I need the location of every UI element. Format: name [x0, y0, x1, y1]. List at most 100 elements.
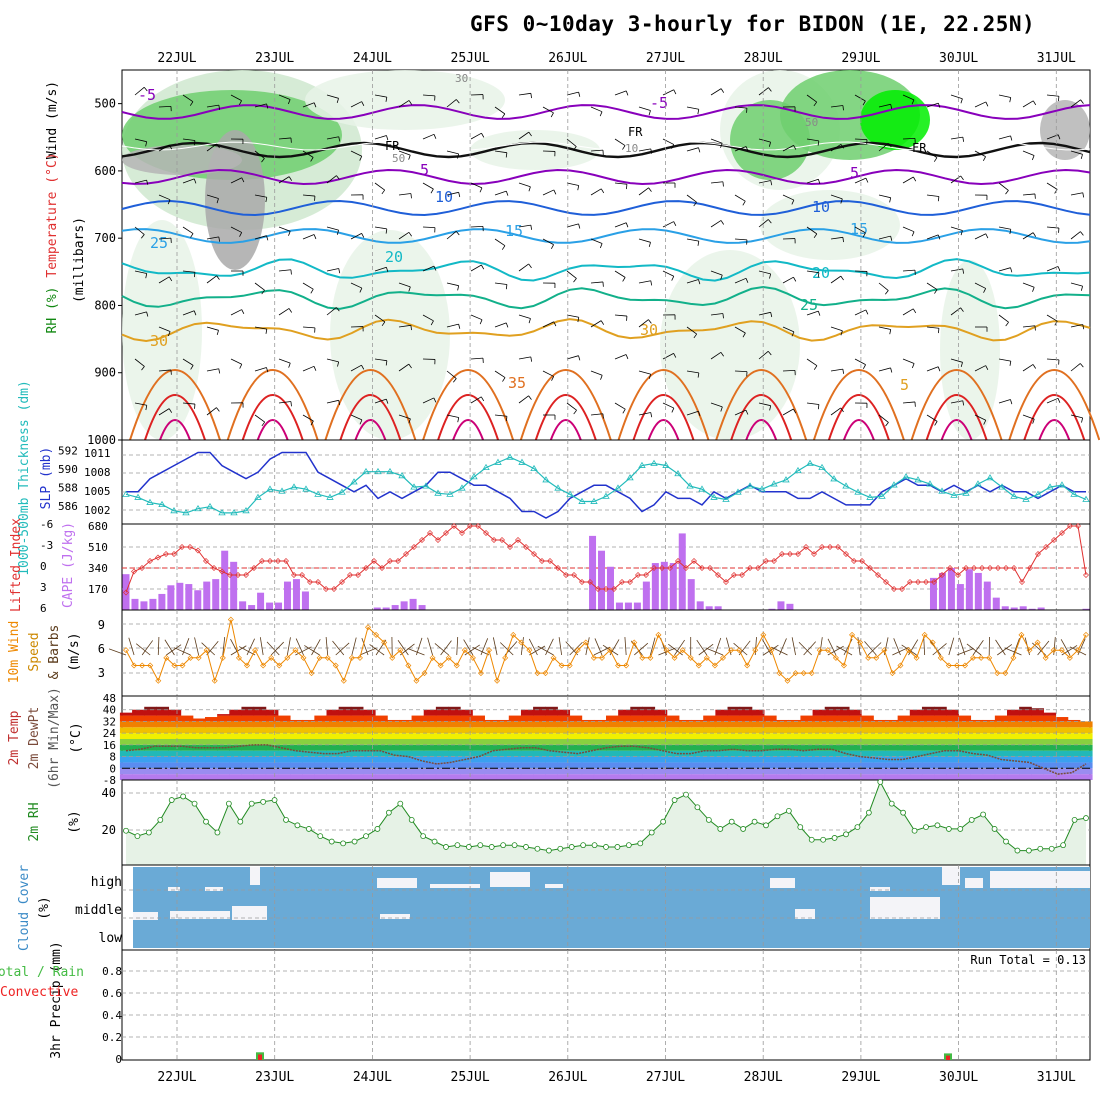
- temp-band: [642, 750, 656, 757]
- temp-band: [192, 733, 206, 739]
- temp-band: [1019, 733, 1032, 739]
- temp-band: [277, 733, 291, 739]
- wind-barb-flag: [261, 289, 265, 295]
- wind-barb: [470, 314, 483, 321]
- wind-barb: [710, 351, 722, 360]
- temp-band: [642, 739, 656, 745]
- temp-band: [265, 709, 279, 716]
- temp-band: [399, 727, 413, 734]
- temp-band: [520, 739, 534, 745]
- wind-speed-marker: [1050, 647, 1057, 654]
- wind-barb: [206, 104, 219, 108]
- temp-band: [1067, 721, 1081, 728]
- wind-barb: [266, 641, 280, 656]
- temp-band: [727, 739, 741, 745]
- temp-band: [229, 733, 242, 739]
- wind-barb-flag: [457, 417, 460, 423]
- temp-band: [326, 709, 340, 716]
- wind-barb: [398, 324, 411, 328]
- temp-band: [1019, 727, 1032, 734]
- thickness-marker: [1022, 495, 1030, 502]
- wind-barb: [830, 326, 843, 332]
- temp-band: [958, 744, 972, 751]
- temp-band: [654, 774, 668, 780]
- wind-barb: [128, 637, 135, 656]
- temp-band: [812, 744, 826, 751]
- wind-barb: [806, 138, 819, 142]
- temp-band: [606, 762, 619, 769]
- li-marker: [739, 572, 745, 578]
- temp-band: [326, 715, 340, 722]
- wind-speed-marker: [542, 670, 549, 677]
- wind-barb-flag: [530, 93, 532, 99]
- temp-band: [1055, 774, 1069, 780]
- isotherm-arch: [910, 369, 1003, 441]
- wind-speed-marker: [647, 654, 654, 661]
- temp-band: [180, 721, 194, 728]
- cape-bar: [373, 607, 381, 610]
- temp-band: [824, 721, 838, 728]
- wind-barb: [470, 264, 482, 272]
- temp-tick: 32: [103, 715, 116, 728]
- wind-speed-marker: [816, 647, 823, 654]
- temp-band: [776, 719, 789, 722]
- temp-band: [1043, 727, 1057, 734]
- wind-barb-flag: [862, 232, 866, 238]
- wind-speed-marker: [276, 662, 283, 669]
- wind-speed-marker: [510, 631, 517, 638]
- cape-tick: 510: [88, 541, 108, 554]
- wind-barb: [854, 309, 867, 316]
- thickness-marker: [722, 495, 730, 502]
- li-marker: [139, 565, 145, 571]
- temp-band: [581, 756, 595, 763]
- temp-band: [119, 762, 133, 769]
- rh-marker: [134, 833, 141, 840]
- rh-marker: [340, 840, 347, 847]
- temp-band: [460, 756, 473, 763]
- temp-band: [897, 762, 911, 769]
- rh-marker: [671, 797, 678, 803]
- li-marker: [987, 565, 993, 571]
- wind-barb: [182, 178, 195, 184]
- temp-band: [909, 739, 923, 745]
- cape-bar: [158, 593, 166, 610]
- temp-band: [691, 774, 704, 780]
- wind-barb: [590, 320, 602, 328]
- wind-speed-marker: [518, 639, 525, 646]
- wind-barb: [434, 643, 449, 656]
- temp-band: [144, 721, 157, 728]
- rh-marker: [145, 829, 152, 836]
- rh-shading: [122, 145, 242, 175]
- temp-band: [265, 762, 279, 769]
- temp-band: [217, 715, 230, 722]
- temp-band: [836, 739, 850, 745]
- wind-barb-flag: [193, 178, 197, 184]
- li-marker: [1043, 544, 1049, 550]
- wind-barb: [902, 94, 915, 101]
- wind-barb: [902, 176, 914, 184]
- wind-barb: [470, 357, 483, 360]
- temp-band: [448, 706, 461, 710]
- temp-band: [362, 733, 376, 739]
- temp-band: [593, 768, 607, 775]
- temp-band: [654, 768, 668, 775]
- top-date-27JUL: 27JUL: [646, 51, 685, 66]
- temp-band: [241, 768, 255, 775]
- wind-barb-flag: [481, 132, 485, 138]
- rh-shading: [330, 230, 450, 440]
- wind-barb-flag: [1057, 266, 1061, 272]
- wind-barb-flag: [934, 421, 938, 426]
- temp-band: [192, 756, 206, 763]
- wind-barb: [649, 637, 656, 656]
- thickness-tick: 592: [58, 445, 78, 458]
- li-marker: [275, 558, 281, 564]
- temp-band: [362, 750, 376, 757]
- temp-band: [180, 774, 194, 780]
- isotherm-label: 5: [900, 376, 909, 394]
- wind-barb-flag: [551, 376, 555, 381]
- temp-band: [229, 762, 242, 769]
- temp-band: [715, 715, 729, 722]
- temp-band: [593, 733, 607, 739]
- temp-band: [520, 774, 534, 780]
- thickness-marker: [878, 492, 886, 499]
